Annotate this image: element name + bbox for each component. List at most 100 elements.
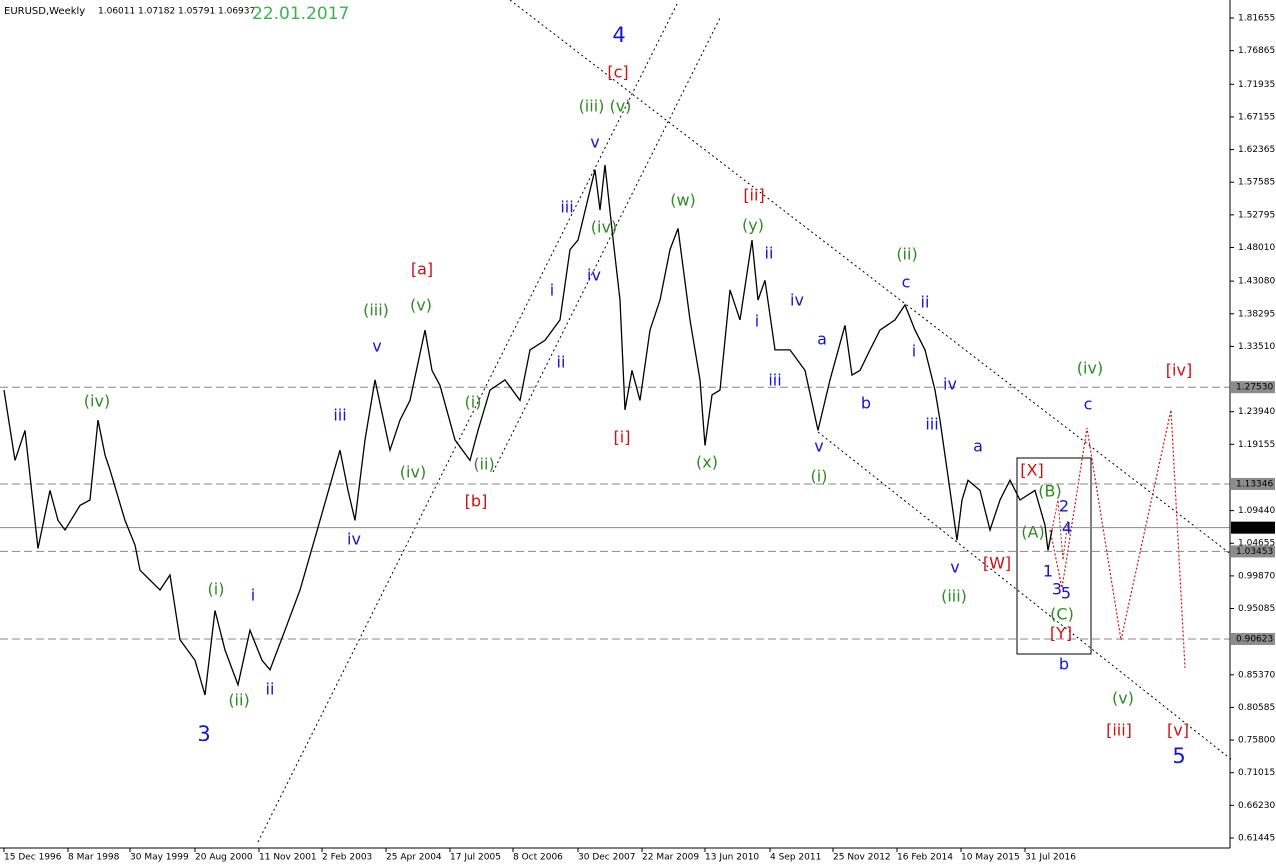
wave-label: (i): [208, 580, 225, 599]
x-tick-label: 25 Nov 2012: [833, 853, 891, 863]
wave-label: i: [912, 342, 916, 361]
level-label-box: [1231, 545, 1275, 558]
focus-box: [1016, 457, 1092, 655]
x-tick-label: 11 Nov 2001: [259, 853, 317, 863]
wave-label: (y): [742, 216, 764, 235]
level-label: 1.13346: [1236, 479, 1273, 489]
y-tick-label: 0.99870: [1238, 571, 1275, 581]
wave-label: (x): [696, 453, 718, 472]
ohlc-value: 1.05791: [178, 7, 215, 17]
level-label-box: [1231, 477, 1275, 490]
wave-label: (iii): [941, 587, 967, 606]
level-label-box: [1231, 632, 1275, 645]
price-line: [3, 164, 1053, 696]
wave-label: [W]: [983, 554, 1011, 573]
wave-label: [i]: [614, 428, 631, 447]
x-tick-label: 22 Mar 2009: [642, 853, 699, 863]
wave-label: c: [1084, 395, 1093, 414]
ohlc-value: 1.06011: [98, 7, 135, 17]
wave-label: [c]: [607, 63, 628, 82]
wave-label: 5: [1172, 744, 1185, 768]
x-tick-label: 31 Jul 2016: [1025, 853, 1076, 863]
ohlc-value: 1.06937: [218, 7, 255, 17]
y-tick-label: 1.43080: [1238, 277, 1275, 287]
y-tick-label: 1.09440: [1238, 506, 1275, 516]
wave-label: ii: [557, 353, 566, 372]
y-tick-label: 0.85370: [1238, 670, 1275, 680]
y-tick-label: 1.48010: [1238, 243, 1275, 253]
chart-title: EURUSD,Weekly: [4, 6, 85, 17]
wave-label: iv: [943, 375, 957, 394]
wave-label: v: [372, 337, 381, 356]
wave-label: 2: [1059, 497, 1069, 516]
level-label: 0.90623: [1236, 634, 1273, 644]
projection-path: [1051, 499, 1069, 561]
y-tick-label: 0.75800: [1238, 736, 1275, 746]
ohlc-value: 1.07182: [138, 7, 175, 17]
wave-label: v: [950, 558, 959, 577]
wave-label: i: [755, 312, 759, 331]
y-tick-label: 1.76865: [1238, 46, 1275, 56]
y-tick-label: 1.38295: [1238, 309, 1275, 319]
wave-label: (iv): [591, 217, 617, 236]
wave-label: iv: [790, 291, 804, 310]
x-tick-label: 15 Dec 1996: [4, 853, 62, 863]
y-tick-label: 1.57585: [1238, 178, 1275, 188]
wave-label: (C): [1050, 605, 1074, 624]
wave-label: iv: [347, 530, 361, 549]
projection-path: [1049, 409, 1186, 669]
level-label: 1.27530: [1236, 383, 1273, 393]
wave-label: iii: [768, 371, 781, 390]
wave-label: i: [550, 281, 554, 300]
wave-label: i: [251, 586, 255, 605]
wave-label: (A): [1021, 523, 1044, 542]
wave-label: [iv]: [1166, 361, 1192, 380]
y-tick-label: 1.52795: [1238, 210, 1275, 220]
wave-label: (i): [811, 467, 828, 486]
wave-label: iii: [333, 406, 346, 425]
trend-lines: [257, 0, 1233, 843]
x-tick-label: 16 Feb 2014: [897, 853, 953, 863]
y-tick-label: 1.62365: [1238, 145, 1275, 155]
wave-label: 4: [1062, 519, 1072, 538]
y-tick-label: 1.04655: [1238, 539, 1275, 549]
wave-label: b: [1059, 655, 1069, 674]
y-tick-label: 1.71935: [1238, 80, 1275, 90]
y-tick-label: 1.33510: [1238, 342, 1275, 352]
y-tick-label: 1.19155: [1238, 440, 1275, 450]
trend-line: [817, 431, 1233, 761]
level-label-box: [1231, 381, 1275, 394]
x-tick-label: 25 Apr 2004: [386, 853, 442, 863]
wave-label: [Y]: [1050, 624, 1072, 643]
wave-label: b: [861, 394, 871, 413]
wave-label: (w): [670, 191, 696, 210]
wave-label: (iii): [363, 301, 389, 320]
wave-label: 4: [612, 23, 625, 47]
x-tick-label: 17 Jul 2005: [450, 853, 501, 863]
level-label: 1.06937: [1236, 523, 1273, 533]
wave-label: [a]: [411, 260, 433, 279]
wave-label: iii: [560, 198, 573, 217]
wave-label: iv: [587, 266, 601, 285]
wave-label: [v]: [1167, 721, 1189, 740]
date-label: 22.01.2017: [252, 4, 349, 24]
y-tick-label: 0.95085: [1238, 604, 1275, 614]
wave-label: [X]: [1020, 461, 1043, 480]
wave-label: ii: [765, 244, 774, 263]
wave-label: 3: [197, 722, 210, 746]
wave-label: 3: [1052, 580, 1062, 599]
x-tick-label: 8 Oct 2006: [513, 853, 563, 863]
level-label: 1.03453: [1236, 547, 1273, 557]
x-tick-label: 13 Jun 2010: [705, 853, 759, 863]
wave-label: a: [817, 330, 827, 349]
plot-area: [0, 164, 1230, 696]
wave-label: 5: [1061, 584, 1071, 603]
wave-label: (v): [410, 296, 432, 315]
wave-label: [ii]: [743, 186, 764, 205]
wave-label: (iv): [400, 463, 426, 482]
wave-label: [iii]: [1106, 721, 1132, 740]
trend-line: [257, 1, 679, 843]
y-tick-label: 0.71015: [1238, 768, 1275, 778]
